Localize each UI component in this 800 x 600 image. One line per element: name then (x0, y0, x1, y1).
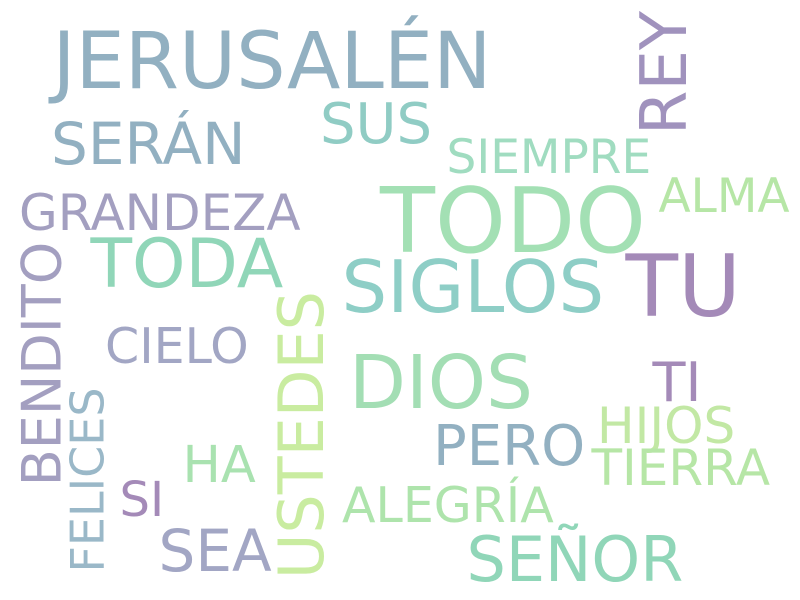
word-seran: SERÁN (51, 110, 246, 178)
word-senor: SEÑOR (466, 523, 684, 596)
word-dios: DIOS (349, 340, 534, 426)
word-todo: TODO (380, 169, 646, 274)
word-pero: PERO (433, 414, 586, 479)
word-si: SI (119, 472, 165, 528)
word-ustedes: USTEDES (265, 290, 339, 580)
word-toda: TODA (90, 225, 284, 304)
word-rey: REY (628, 11, 702, 135)
word-felices: FELICES (60, 387, 115, 573)
word-cielo: CIELO (105, 317, 249, 375)
word-alegria: ALEGRÍA (342, 476, 554, 534)
word-siglos: SIGLOS (341, 245, 605, 329)
word-sus: SUS (320, 92, 433, 157)
word-sea: SEA (158, 517, 272, 585)
word-tierra: TIERRA (591, 439, 771, 497)
word-ti: TI (652, 351, 702, 414)
word-grandeza: GRANDEZA (19, 184, 301, 242)
word-tu: TU (625, 237, 741, 337)
word-alma: ALMA (658, 168, 790, 224)
word-ha: HA (182, 435, 256, 495)
word-jerusalen: JERUSALÉN (52, 17, 492, 107)
word-siempre: SIEMPRE (446, 129, 652, 185)
word-hijos: HIJOS (597, 397, 736, 455)
